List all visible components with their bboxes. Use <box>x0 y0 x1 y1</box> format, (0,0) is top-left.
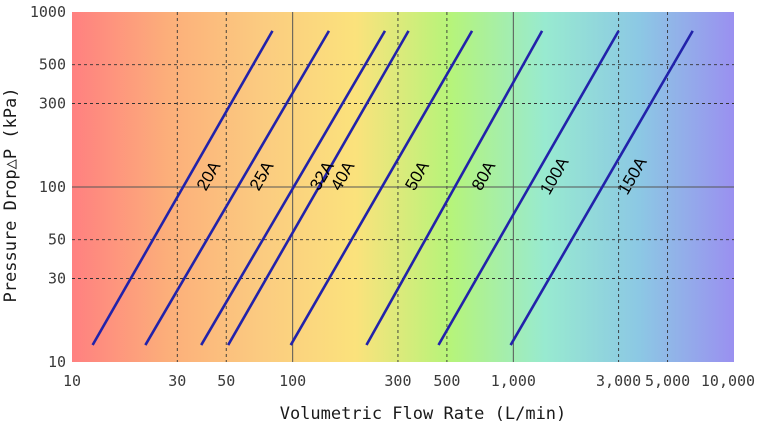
series-line-40a <box>227 30 410 346</box>
x-tick-label: 300 <box>384 372 411 390</box>
x-tick-label: 100 <box>279 372 306 390</box>
series-line-25a <box>144 30 331 346</box>
y-tick-label: 10 <box>48 353 66 371</box>
y-tick-label: 500 <box>39 56 66 74</box>
y-axis-title: Pressure Drop△P (kPa) <box>1 88 21 303</box>
series-line-100a <box>437 30 620 346</box>
series-line-150a <box>509 30 694 346</box>
y-tick-label: 300 <box>39 95 66 113</box>
x-tick-label: 10,000 <box>701 372 755 390</box>
x-tick-label: 3,000 <box>596 372 641 390</box>
series-line-20a <box>91 30 274 346</box>
x-tick-label: 10 <box>63 372 81 390</box>
series-line-32a <box>200 30 387 346</box>
y-tick-label: 30 <box>48 270 66 288</box>
y-tick-label: 1000 <box>30 3 66 21</box>
series-lines <box>91 30 694 346</box>
x-axis-title: Volumetric Flow Rate (L/min) <box>280 404 567 424</box>
tick-labels: 10 30 50 100 300 500 1,000 3,000 5,000 10,000 10 30… <box>30 3 755 390</box>
y-tick-label: 100 <box>39 178 66 196</box>
y-tick-label: 50 <box>48 231 66 249</box>
x-tick-label: 500 <box>433 372 460 390</box>
series-line-50a <box>289 30 474 346</box>
x-tick-label: 5,000 <box>645 372 690 390</box>
x-tick-label: 50 <box>217 372 235 390</box>
series-line-80a <box>365 30 544 346</box>
x-tick-label: 1,000 <box>491 372 536 390</box>
x-tick-label: 30 <box>168 372 186 390</box>
